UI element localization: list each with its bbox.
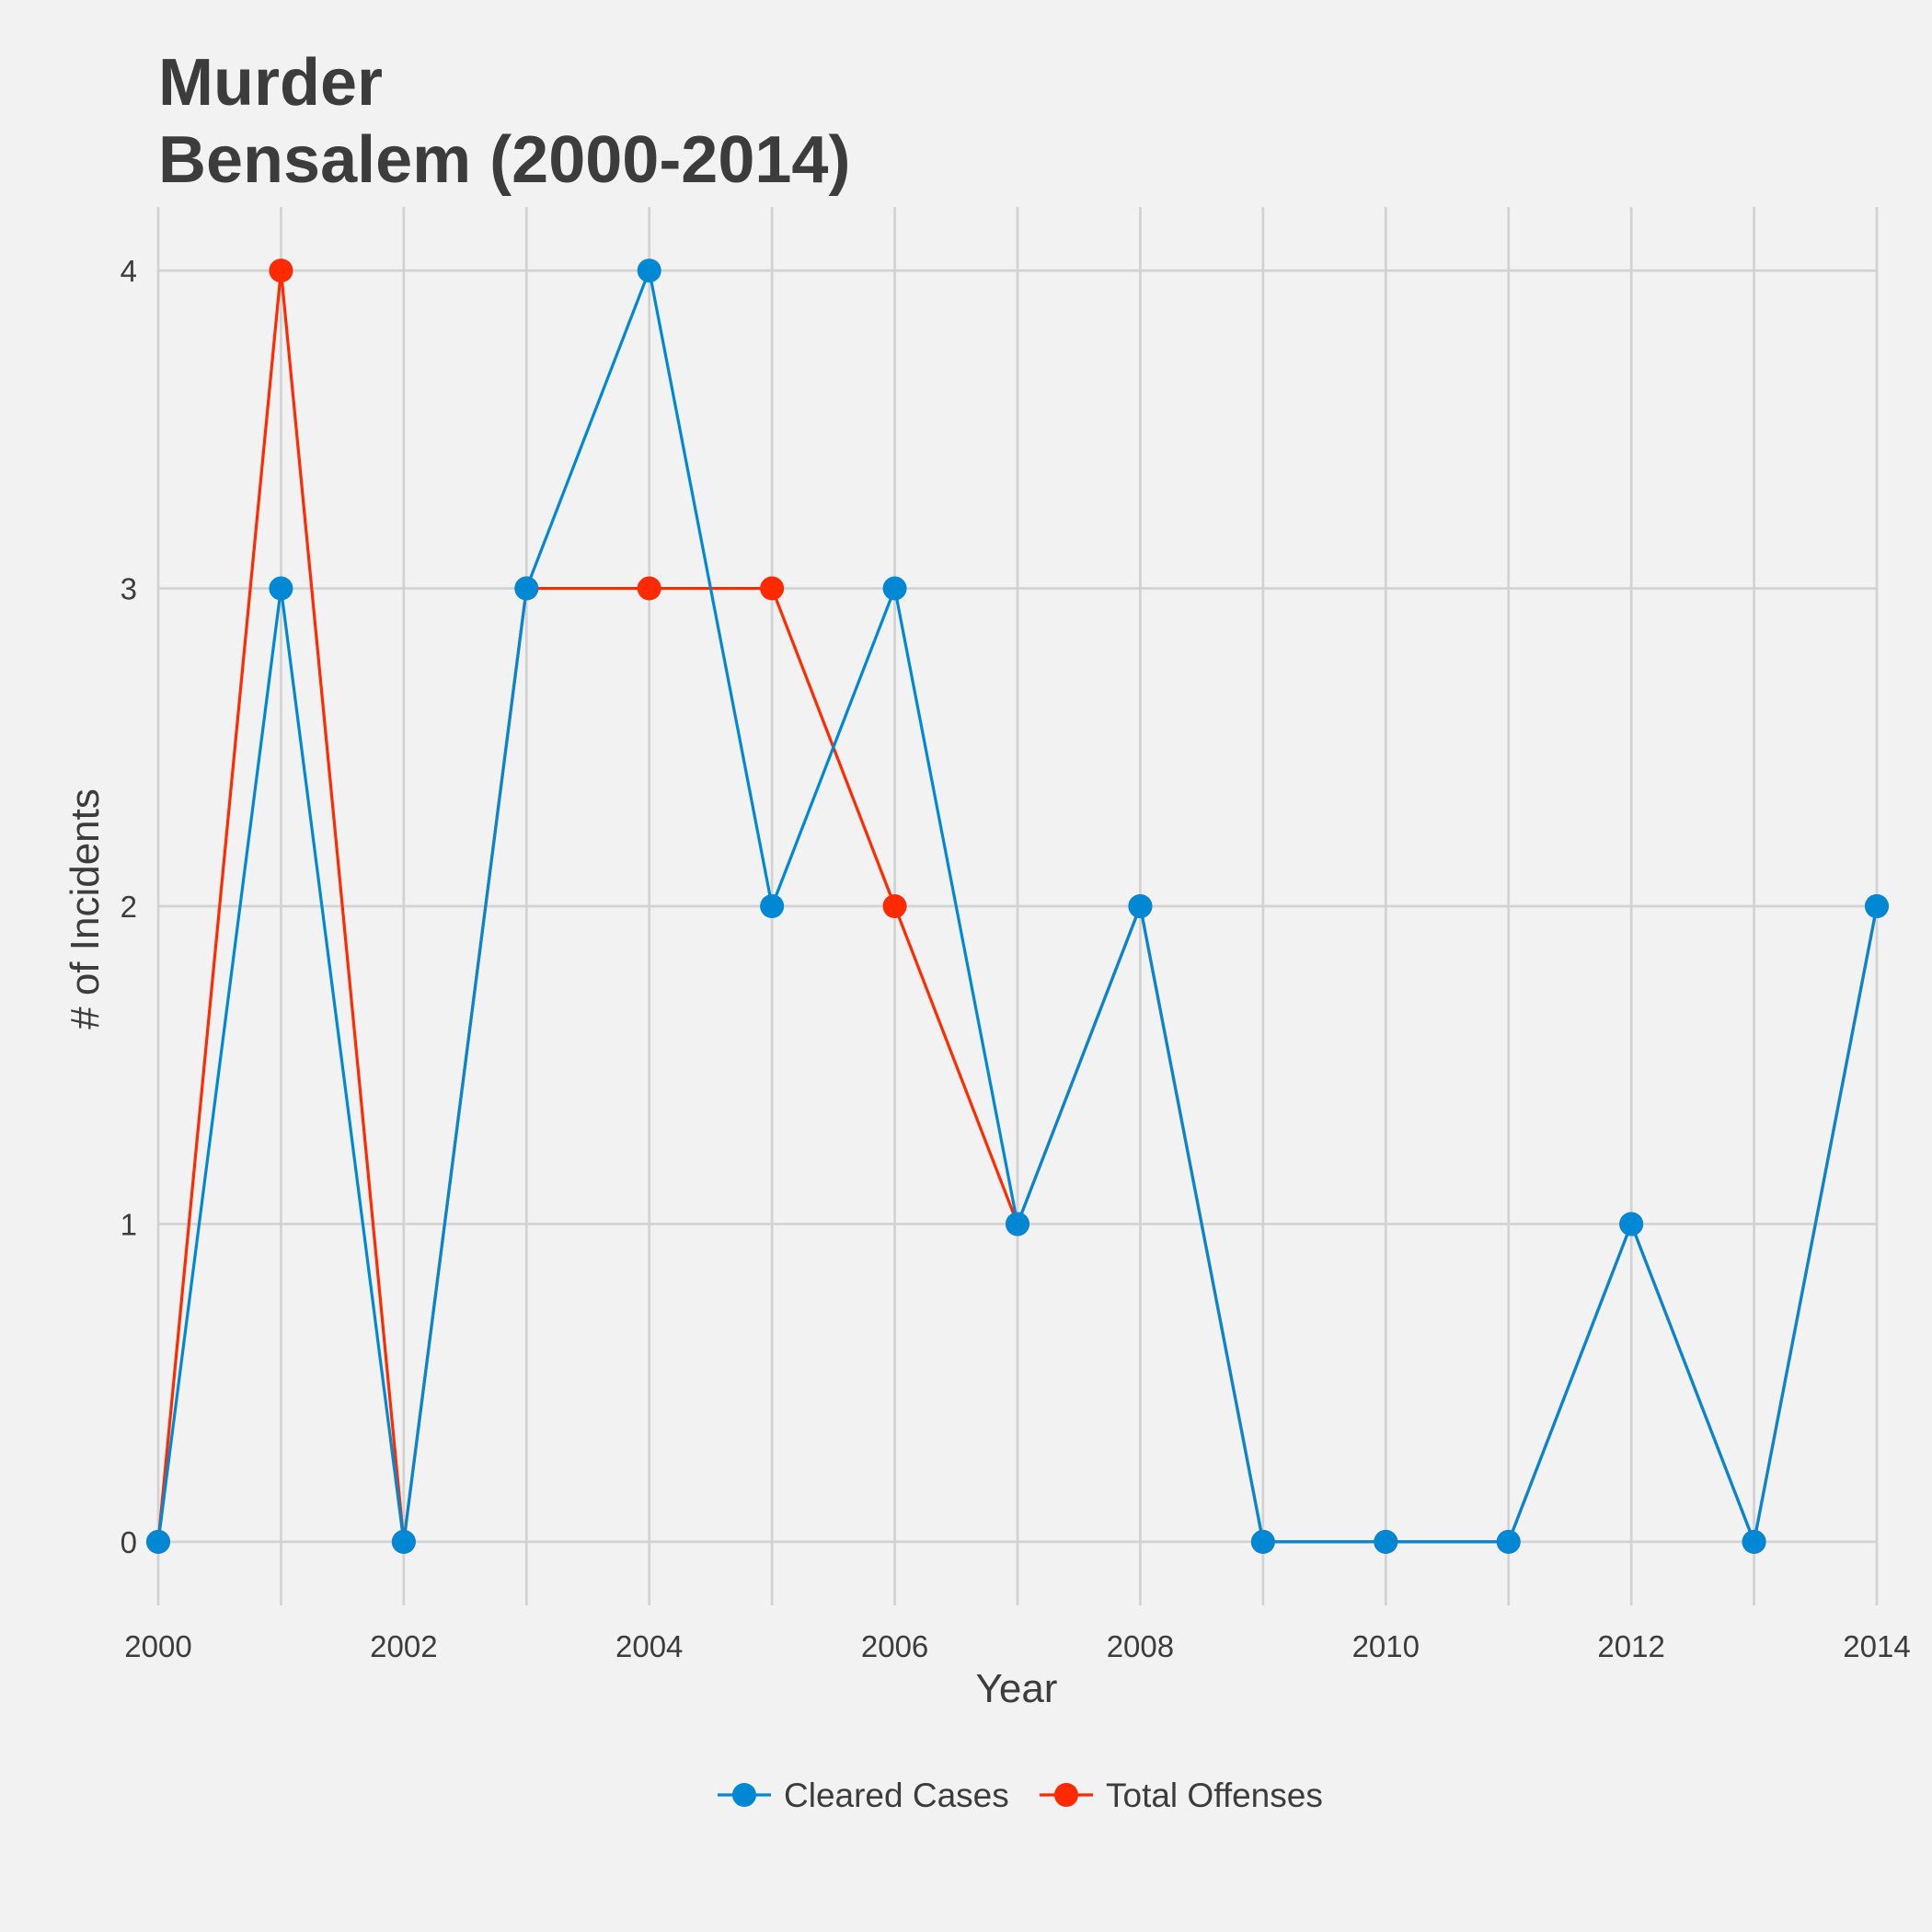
data-point-cleared-cases	[637, 259, 661, 283]
data-point-cleared-cases	[1006, 1212, 1029, 1236]
data-point-cleared-cases	[514, 576, 539, 601]
chart-title: Murder	[158, 46, 383, 120]
legend-item-cleared-cases: Cleared Cases	[718, 1777, 1009, 1814]
x-tick-label: 2012	[1597, 1629, 1664, 1663]
data-point-total-offenses	[637, 576, 661, 601]
data-point-cleared-cases	[1865, 894, 1889, 918]
y-axis-title: # of Incidents	[63, 788, 108, 1029]
y-tick-label: 1	[121, 1207, 137, 1241]
legend-item-total-offenses: Total Offenses	[1040, 1777, 1323, 1814]
data-point-cleared-cases	[1128, 894, 1153, 918]
x-tick-label: 2014	[1843, 1629, 1910, 1663]
data-point-total-offenses	[882, 894, 907, 918]
data-point-cleared-cases	[146, 1529, 170, 1554]
y-tick-label: 3	[121, 572, 137, 606]
plot-grid	[156, 207, 1879, 1605]
data-point-cleared-cases	[1496, 1529, 1521, 1554]
data-point-cleared-cases	[882, 576, 907, 601]
data-point-cleared-cases	[760, 894, 785, 918]
data-point-cleared-cases	[1619, 1212, 1644, 1236]
series-layer	[146, 259, 1889, 1554]
x-tick-label: 2004	[615, 1629, 683, 1663]
chart-subtitle: Bensalem (2000-2014)	[158, 123, 850, 197]
y-tick-label: 0	[121, 1525, 137, 1559]
data-point-cleared-cases	[391, 1529, 416, 1554]
data-point-cleared-cases	[269, 576, 293, 601]
series-cleared-cases	[146, 259, 1889, 1554]
x-axis-title: Year	[976, 1666, 1058, 1711]
legend-key-marker	[732, 1783, 756, 1807]
legend: Cleared Cases Total Offenses	[718, 1777, 1323, 1814]
legend-label: Cleared Cases	[784, 1777, 1009, 1814]
data-point-cleared-cases	[1742, 1529, 1766, 1554]
legend-key-marker	[1054, 1783, 1078, 1807]
x-tick-label: 2000	[124, 1629, 191, 1663]
legend-label: Total Offenses	[1106, 1777, 1323, 1814]
x-tick-label: 2008	[1107, 1629, 1174, 1663]
data-point-total-offenses	[269, 259, 293, 283]
x-tick-label: 2006	[861, 1629, 928, 1663]
x-axis-ticks: 2000 2002 2004 2006 2008 2010 2012 2014	[124, 1629, 1910, 1663]
data-point-cleared-cases	[1250, 1529, 1275, 1554]
y-tick-label: 2	[121, 890, 137, 924]
x-tick-label: 2002	[370, 1629, 437, 1663]
data-point-cleared-cases	[1374, 1529, 1398, 1554]
data-point-total-offenses	[760, 576, 785, 601]
y-tick-label: 4	[121, 254, 137, 288]
x-tick-label: 2010	[1352, 1629, 1420, 1663]
y-axis-ticks: 0 1 2 3 4	[121, 254, 137, 1559]
